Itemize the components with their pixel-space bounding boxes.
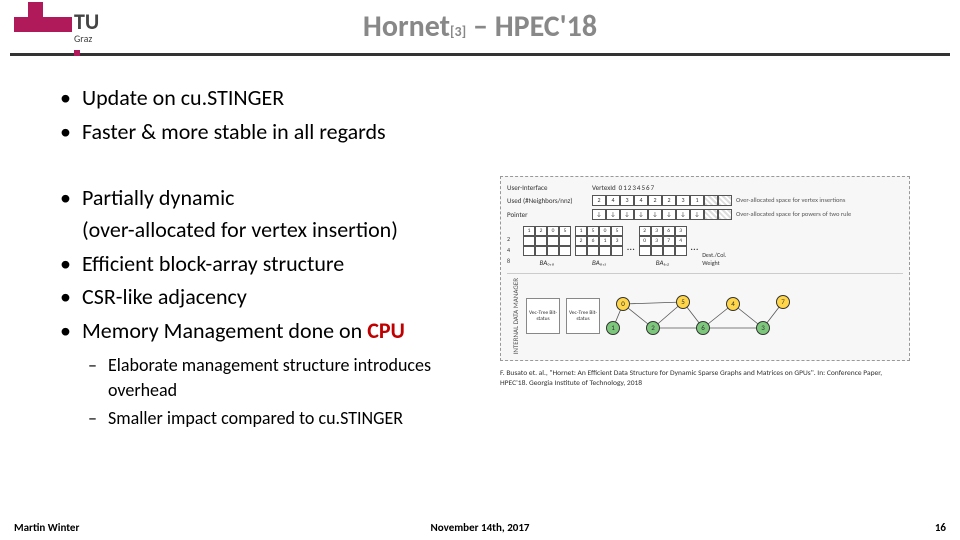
- graph-node: 4: [726, 297, 740, 311]
- fig-overalloc-1: Over-allocated space for vertex insertio…: [736, 197, 845, 204]
- bullet: Memory Management done on CPU: [60, 315, 490, 347]
- bullets-bottom: Partially dynamic (over-allocated for ve…: [60, 182, 490, 347]
- graph-node: 2: [646, 321, 660, 335]
- fig-overalloc-2: Over-allocated space for powers of two r…: [736, 211, 851, 218]
- footer-date: November 14th, 2017: [0, 521, 960, 534]
- hornet-diagram: User-Interface VertexId 0 1 2 3 4 56 7 Used (#…: [500, 176, 910, 388]
- fig-vertex-label: VertexId: [592, 183, 616, 192]
- slide-footer: Martin Winter November 14th, 2017 16: [0, 521, 960, 534]
- slide-header: TU Graz Hornet[3] – HPEC'18: [10, 0, 950, 56]
- sub-bullet: Smaller impact compared to cu.STINGER: [88, 406, 490, 431]
- bullet: Faster & more stable in all regards: [60, 116, 910, 148]
- graph-node: 0: [616, 297, 630, 311]
- internal-data-manager: INTERNAL DATA MANAGER Vec-Tree Bit-statu…: [507, 273, 903, 354]
- block-array-area: 248 1205BA₀,₀ 15052613BA₀,₁ … 23630374BA…: [507, 226, 903, 267]
- slide-content: Update on cu.STINGER Faster & more stabl…: [0, 56, 960, 433]
- bullet: Partially dynamic (over-allocated for ve…: [60, 182, 490, 246]
- example-graph: 0 5 4 7 1 2 6 3: [606, 295, 806, 337]
- vec-tree-box: Vec-Tree Bit-status: [566, 298, 600, 334]
- vec-tree-box: Vec-Tree Bit-status: [526, 298, 560, 334]
- graph-node: 5: [676, 295, 690, 309]
- figure-citation: F. Busato et. al., "Hornet: An Efficient…: [500, 369, 910, 388]
- fig-user-label: User-Interface: [507, 183, 592, 192]
- bullets-top: Update on cu.STINGER Faster & more stabl…: [60, 82, 910, 148]
- graph-node: 7: [776, 295, 790, 309]
- sub-bullets: Elaborate management structure introduce…: [60, 353, 490, 431]
- fig-used-label: Used (#Neighbors/nnz): [507, 196, 592, 205]
- graph-node: 3: [756, 321, 770, 335]
- graph-node: 6: [696, 321, 710, 335]
- bullet: Update on cu.STINGER: [60, 82, 910, 114]
- slide-title: Hornet[3] – HPEC'18: [10, 8, 950, 45]
- graph-node: 1: [606, 321, 620, 335]
- bullet: Efficient block-array structure: [60, 248, 490, 280]
- bullet: CSR-like adjacency: [60, 281, 490, 313]
- fig-pointer-label: Pointer: [507, 210, 592, 219]
- sub-bullet: Elaborate management structure introduce…: [88, 353, 490, 403]
